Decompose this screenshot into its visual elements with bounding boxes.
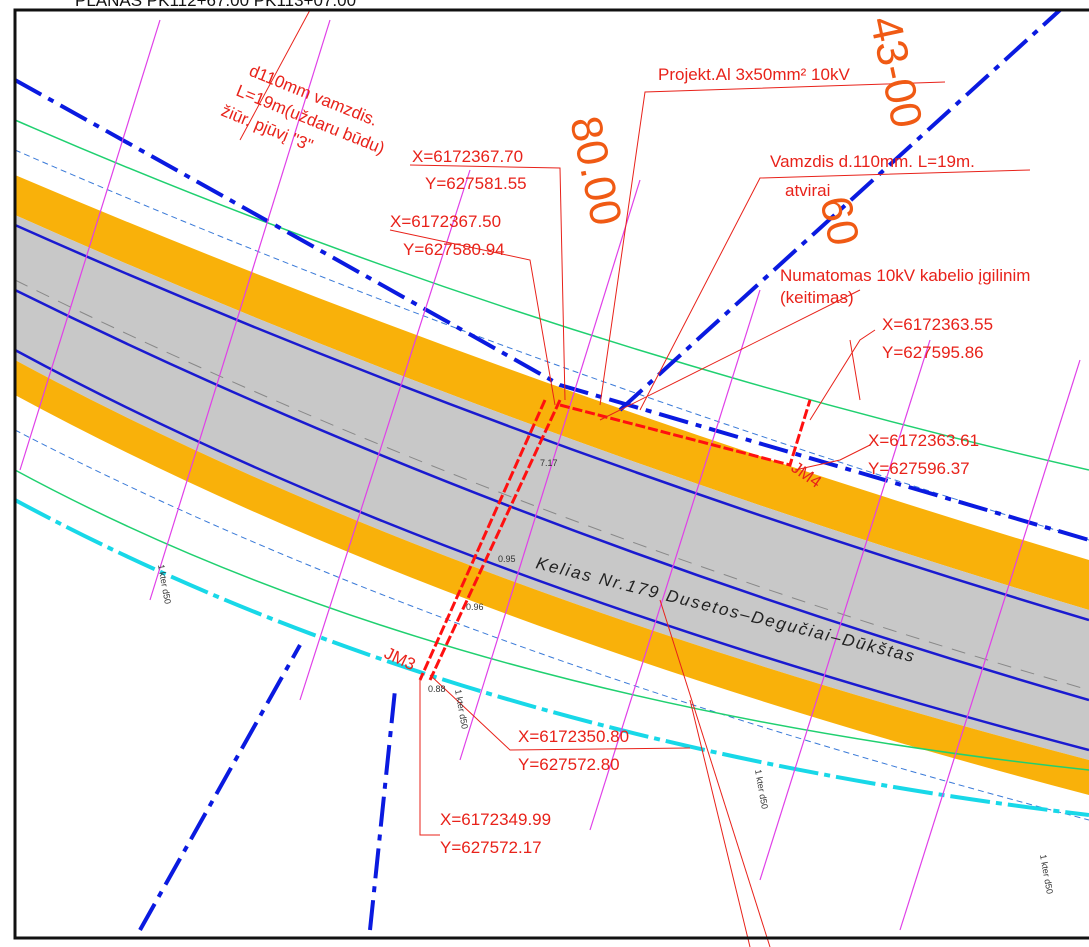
coord-y: Y=627581.55 [425, 174, 527, 193]
small-label: 0.95 [498, 554, 516, 564]
coord-y: Y=627572.80 [518, 755, 620, 774]
annotation: Vamzdis d.110mm. L=19m. [770, 152, 975, 171]
sheet-title: PLANAS PK112+67.00 PK113+07.00 [75, 0, 356, 10]
annotation: Projekt.Al 3x50mm² 10kV [658, 65, 850, 84]
coord-x: X=6172367.50 [390, 212, 501, 231]
coord-x: X=6172350.80 [518, 727, 629, 746]
coord-y: Y=627595.86 [882, 343, 984, 362]
drawing: PLANAS PK112+67.00 PK113+07.00 80.00 43-… [0, 0, 1089, 947]
small-label: 0.88 [428, 684, 446, 694]
coord-y: Y=627596.37 [868, 459, 970, 478]
coord-x: X=6172367.70 [412, 147, 523, 166]
annotation: Numatomas 10kV kabelio įgilinim [780, 266, 1030, 285]
station: 60 [810, 192, 868, 250]
small-label: 7.17 [540, 458, 558, 468]
coord-x: X=6172349.99 [440, 810, 551, 829]
coord-y: Y=627572.17 [440, 838, 542, 857]
small-label: 0.96 [466, 602, 484, 612]
coord-y: Y=627580.94 [403, 240, 505, 259]
coord-x: X=6172363.55 [882, 315, 993, 334]
coord-x: X=6172363.61 [868, 431, 979, 450]
annotation: (keitimas) [780, 288, 854, 307]
annotation: atvirai [785, 181, 830, 200]
